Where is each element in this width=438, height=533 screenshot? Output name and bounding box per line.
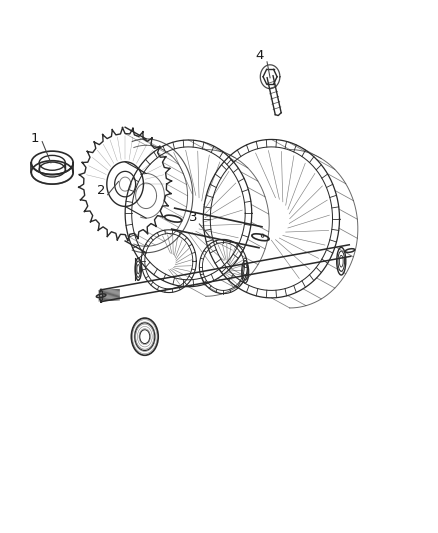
Text: 1: 1 [30, 132, 39, 146]
Text: 2: 2 [97, 184, 106, 197]
Text: 3: 3 [188, 211, 197, 224]
Text: 4: 4 [255, 49, 263, 62]
